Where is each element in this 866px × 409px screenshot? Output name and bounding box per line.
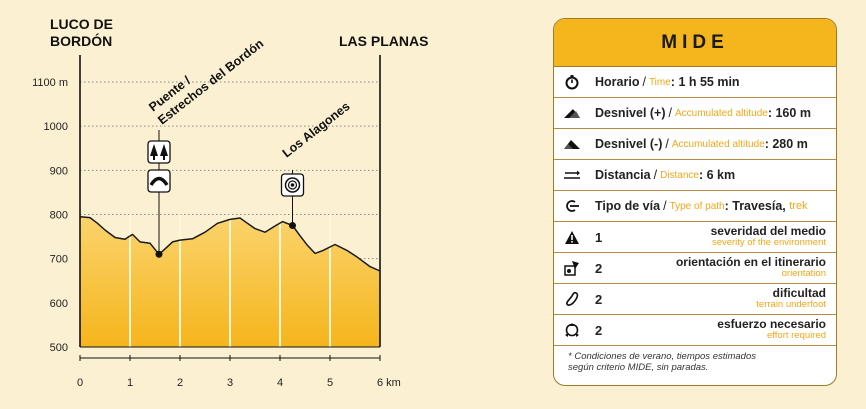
distancia-label-en: Distance (660, 169, 699, 181)
desnivel-neg-value: 280 m (772, 137, 808, 151)
target-ring (287, 180, 298, 190)
x-tick-label: 6 km (377, 377, 401, 389)
footprint-icon (563, 290, 581, 308)
tree-trunk (163, 156, 165, 160)
annotation-point (155, 250, 163, 258)
dificultad-label: dificultad (772, 286, 826, 300)
note-line1: * Condiciones de verano, tiempos estimad… (568, 351, 756, 362)
target-ring (284, 177, 301, 193)
y-tick-label: 1100 m (32, 77, 68, 89)
start-label-line1: LUCO DE (50, 16, 113, 32)
descent-icon (563, 135, 581, 153)
horario-label-en: Time (648, 76, 671, 88)
horario-label: Horario (595, 75, 640, 89)
orientacion-label: orientación en el itinerario (675, 255, 826, 269)
x-tick-label: 1 (127, 377, 133, 389)
esfuerzo-label-en: effort required (767, 330, 826, 341)
mide-panel: MIDE Horario / Time: 1 h 55 min Desnivel (… (553, 18, 837, 386)
dificultad-value: 2 (595, 291, 603, 307)
x-tick-label: 4 (277, 377, 283, 389)
note-line2: según criterio MIDE, sin paradas. (568, 362, 709, 373)
bridge-arch (149, 176, 169, 186)
y-tick-label: 500 (50, 342, 68, 354)
desnivel-neg-label-en: Accumulated altitude (671, 138, 765, 150)
y-tick-label: 700 (50, 254, 68, 266)
x-tick-label: 2 (177, 377, 183, 389)
bridge-icon-box (147, 169, 171, 193)
desnivel-pos-value: 160 m (775, 106, 811, 120)
distancia-label: Distancia (595, 168, 651, 182)
dificultad-row: 2 dificultad terrain underfoot (554, 284, 836, 315)
severidad-row: 1 severidad del medio severity of the env… (554, 222, 836, 253)
tipo-via-value-en: trek (789, 200, 808, 212)
annotation-point (289, 222, 296, 230)
y-tick-label: 800 (50, 210, 68, 222)
forest-icon-box (147, 140, 171, 164)
y-tick-label: 600 (50, 298, 68, 310)
ascent-icon (563, 104, 581, 122)
severidad-label: severidad del medio (710, 224, 826, 238)
tipo-via-value: Travesía (732, 199, 783, 213)
start-label-line2: BORDÓN (50, 33, 113, 49)
esfuerzo-row: 2 esfuerzo necesario effort required (554, 315, 836, 346)
horario-row: Horario / Time: 1 h 55 min (554, 67, 836, 98)
desnivel-neg-label: Desnivel (-) (595, 137, 663, 151)
severity-icon (563, 228, 581, 246)
esfuerzo-label: esfuerzo necesario (717, 317, 826, 331)
end-location-label: LAS PLANAS (339, 33, 429, 49)
elevation-line (79, 215, 381, 272)
desnivel-pos-row: Desnivel (+) / Accumulated altitude: 160 m (554, 98, 836, 129)
distancia-value: 6 km (706, 168, 736, 182)
tree-trunk (153, 156, 155, 160)
effort-icon (563, 321, 581, 339)
tipo-via-label-en: Type of path (669, 200, 725, 212)
esfuerzo-value: 2 (595, 322, 603, 338)
desnivel-pos-label: Desnivel (+) (595, 106, 666, 120)
y-tick-label: 1000 (44, 121, 68, 133)
x-tick-label: 5 (327, 377, 333, 389)
tree-shape (150, 144, 158, 156)
orientacion-value: 2 (595, 260, 603, 276)
orientacion-label-en: orientation (781, 268, 826, 279)
conditions-note: * Condiciones de verano, tiempos estimad… (554, 346, 836, 373)
y-tick-label: 900 (50, 165, 68, 177)
orientacion-row: 2 orientación en el itinerario orientatio… (554, 253, 836, 284)
severidad-label-en: severity of the environment (711, 237, 826, 248)
distancia-row: Distancia / Distance: 6 km (554, 160, 836, 191)
annotation-label: Estrechos del Bordón (155, 36, 266, 127)
x-tick-label: 0 (77, 377, 83, 389)
desnivel-neg-row: Desnivel (-) / Accumulated altitude: 280 m (554, 129, 836, 160)
path-type-icon (563, 197, 581, 215)
target-center (290, 183, 295, 187)
horario-value: 1 h 55 min (678, 75, 740, 89)
distance-icon (563, 166, 581, 184)
desnivel-pos-label-en: Accumulated altitude (675, 107, 768, 119)
severidad-value: 1 (595, 229, 603, 245)
annotation-label: Los Alagones (280, 99, 353, 160)
tree-shape (160, 144, 168, 156)
tipo-via-label: Tipo de vía (595, 199, 661, 213)
dificultad-label-en: terrain underfoot (756, 299, 826, 310)
stopwatch-icon (563, 73, 581, 91)
mide-title: MIDE (554, 19, 836, 67)
orientation-icon (563, 259, 581, 277)
x-tick-label: 3 (227, 377, 233, 389)
start-location-label: LUCO DE BORDÓN (50, 16, 113, 50)
annotation-2: Los Alagones (280, 99, 353, 230)
tipo-via-row: Tipo de vía / Type of path: Travesía, trek (554, 191, 836, 222)
